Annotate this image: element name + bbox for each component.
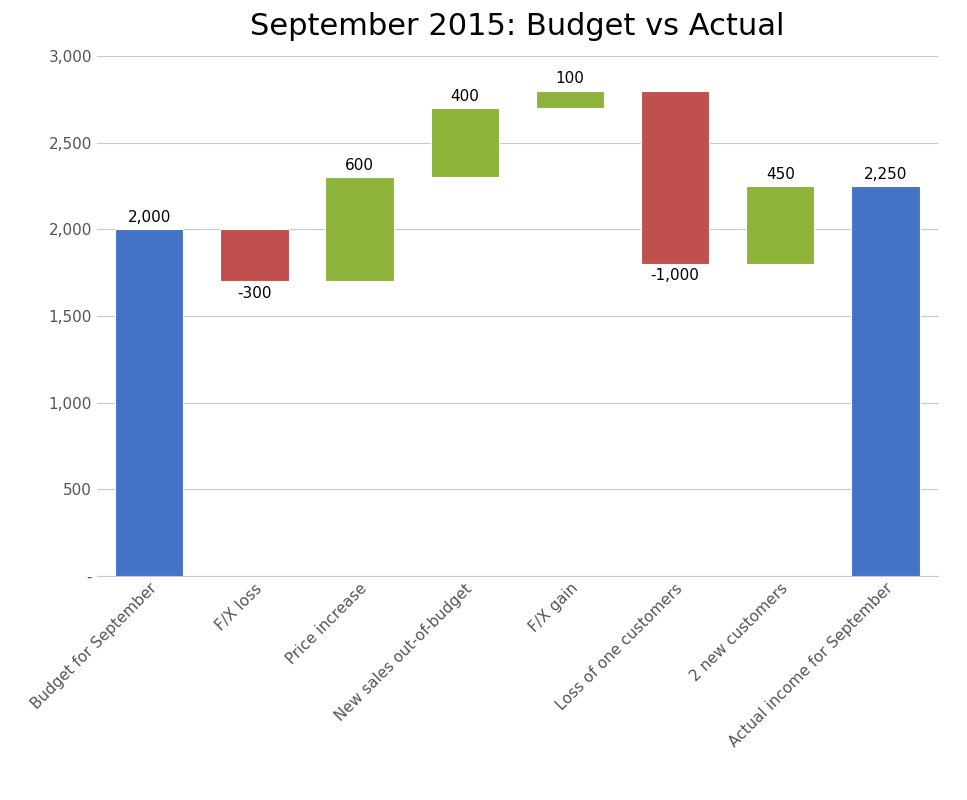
Bar xyxy=(220,230,288,282)
Bar xyxy=(747,186,814,264)
Bar xyxy=(430,108,499,178)
Text: 600: 600 xyxy=(345,158,374,173)
Bar xyxy=(536,90,604,108)
Text: 2,250: 2,250 xyxy=(864,166,907,182)
Text: -1,000: -1,000 xyxy=(651,268,699,283)
Text: 2,000: 2,000 xyxy=(128,210,171,225)
Text: 100: 100 xyxy=(555,71,584,86)
Text: 400: 400 xyxy=(451,89,480,104)
Bar xyxy=(851,186,920,576)
Text: 450: 450 xyxy=(766,166,795,182)
Bar xyxy=(326,178,394,282)
Title: September 2015: Budget vs Actual: September 2015: Budget vs Actual xyxy=(250,12,784,41)
Bar xyxy=(115,230,184,576)
Text: -300: -300 xyxy=(237,286,272,301)
Bar xyxy=(641,90,709,264)
